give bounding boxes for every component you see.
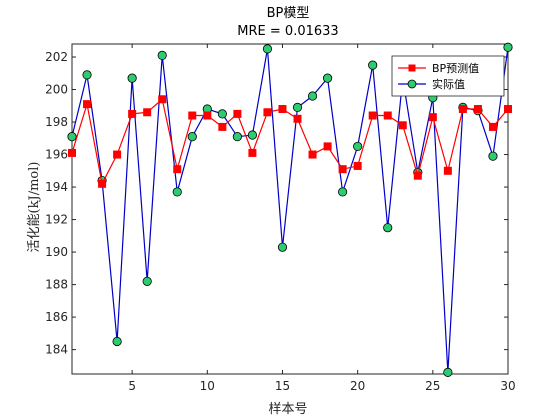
data-point-bp-predicted bbox=[338, 165, 347, 174]
legend-box bbox=[391, 55, 505, 97]
series-line-actual bbox=[71, 47, 509, 373]
y-tick-label: 202 bbox=[45, 50, 68, 64]
chart-title: BP模型 bbox=[267, 6, 310, 21]
data-point-bp-predicted bbox=[98, 179, 107, 188]
x-tick-label: 15 bbox=[275, 379, 290, 393]
data-point-actual bbox=[187, 132, 197, 142]
series-layer bbox=[67, 42, 513, 377]
data-point-bp-predicted bbox=[68, 148, 76, 157]
data-point-bp-predicted bbox=[308, 150, 317, 159]
data-point-actual bbox=[67, 132, 77, 142]
data-point-bp-predicted bbox=[263, 108, 272, 117]
legend-label: 实际值 bbox=[432, 77, 465, 91]
data-point-actual bbox=[172, 187, 182, 197]
data-point-actual bbox=[127, 73, 137, 83]
data-point-actual bbox=[503, 42, 513, 52]
data-point-bp-predicted bbox=[428, 113, 437, 122]
x-tick-label: 5 bbox=[128, 379, 136, 393]
data-point-actual bbox=[322, 73, 333, 83]
x-axis: 5 10 15 20 25 30 bbox=[128, 44, 516, 393]
y-tick-label: 186 bbox=[45, 310, 68, 324]
y-tick-label: 200 bbox=[45, 83, 68, 97]
data-point-actual bbox=[82, 70, 92, 80]
x-tick-label: 25 bbox=[425, 379, 440, 393]
data-point-bp-predicted bbox=[458, 105, 467, 114]
data-point-bp-predicted bbox=[443, 166, 452, 175]
data-point-actual bbox=[112, 336, 122, 347]
data-point-bp-predicted bbox=[188, 111, 197, 120]
legend-marker-square bbox=[408, 64, 416, 72]
y-tick-label: 188 bbox=[45, 278, 68, 292]
data-point-bp-predicted bbox=[113, 150, 122, 159]
data-point-actual bbox=[488, 151, 498, 161]
y-tick-label: 196 bbox=[45, 148, 68, 162]
data-point-bp-predicted bbox=[368, 111, 377, 120]
data-point-bp-predicted bbox=[293, 114, 302, 123]
data-point-actual bbox=[383, 223, 393, 233]
x-tick-label: 30 bbox=[500, 379, 515, 393]
data-point-bp-predicted bbox=[83, 100, 92, 109]
data-point-actual bbox=[277, 242, 288, 252]
data-point-actual bbox=[443, 367, 453, 377]
data-point-actual bbox=[247, 130, 258, 140]
data-point-actual bbox=[262, 44, 273, 54]
y-tick-label: 194 bbox=[45, 180, 68, 194]
data-point-bp-predicted bbox=[143, 108, 152, 117]
data-point-bp-predicted bbox=[128, 109, 137, 118]
data-point-actual bbox=[232, 132, 242, 142]
y-tick-label: 190 bbox=[45, 245, 68, 259]
chart-subtitle: MRE = 0.01633 bbox=[237, 24, 338, 39]
data-point-bp-predicted bbox=[473, 105, 482, 114]
data-point-bp-predicted bbox=[218, 122, 227, 131]
data-point-actual bbox=[353, 141, 363, 152]
data-point-bp-predicted bbox=[413, 171, 422, 180]
data-point-bp-predicted bbox=[248, 148, 257, 157]
data-point-actual bbox=[217, 109, 227, 119]
y-tick-label: 192 bbox=[45, 213, 68, 227]
y-axis-label: 活化能(kJ/mol) bbox=[27, 162, 42, 253]
y-axis: 184 186 188 190 192 194 196 198 200 202 bbox=[45, 50, 508, 357]
x-tick-label: 20 bbox=[350, 379, 365, 393]
data-point-bp-predicted bbox=[173, 165, 182, 174]
data-point-actual bbox=[157, 50, 167, 60]
data-point-actual bbox=[142, 276, 152, 286]
data-point-bp-predicted bbox=[323, 142, 332, 151]
data-point-bp-predicted bbox=[233, 109, 242, 118]
x-tick-label: 10 bbox=[200, 379, 215, 393]
y-tick-label: 184 bbox=[45, 343, 68, 357]
data-point-bp-predicted bbox=[203, 111, 212, 120]
data-point-actual bbox=[368, 60, 378, 70]
data-point-actual bbox=[292, 102, 303, 112]
data-point-actual bbox=[307, 91, 318, 101]
legend-label: BP预测值 bbox=[432, 62, 479, 75]
data-point-bp-predicted bbox=[398, 121, 407, 130]
legend-marker-circle bbox=[407, 79, 417, 89]
data-point-actual bbox=[338, 187, 348, 197]
y-tick-label: 198 bbox=[45, 115, 68, 129]
data-point-bp-predicted bbox=[504, 105, 512, 114]
data-point-bp-predicted bbox=[353, 161, 362, 170]
data-point-bp-predicted bbox=[383, 111, 392, 120]
x-axis-label: 样本号 bbox=[268, 402, 307, 417]
data-point-bp-predicted bbox=[488, 122, 497, 131]
data-point-bp-predicted bbox=[158, 95, 167, 104]
data-point-bp-predicted bbox=[278, 105, 287, 114]
